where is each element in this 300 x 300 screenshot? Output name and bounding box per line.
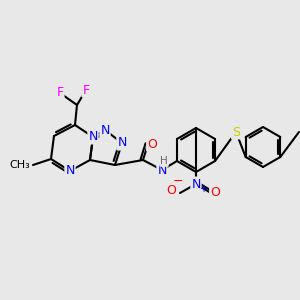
Text: O: O xyxy=(147,137,157,151)
Text: S: S xyxy=(232,125,240,139)
Text: N: N xyxy=(191,178,201,190)
Text: F: F xyxy=(82,83,90,97)
Text: O: O xyxy=(210,187,220,200)
Text: CH₃: CH₃ xyxy=(9,160,30,170)
Text: N: N xyxy=(88,130,98,143)
Text: −: − xyxy=(173,175,183,188)
Text: O: O xyxy=(166,184,176,197)
Text: N: N xyxy=(157,164,167,178)
Text: N: N xyxy=(65,164,75,178)
Text: +: + xyxy=(199,184,207,194)
Text: N: N xyxy=(117,136,127,149)
Text: F: F xyxy=(56,86,64,100)
Text: N: N xyxy=(100,124,110,136)
Text: H: H xyxy=(160,156,168,166)
